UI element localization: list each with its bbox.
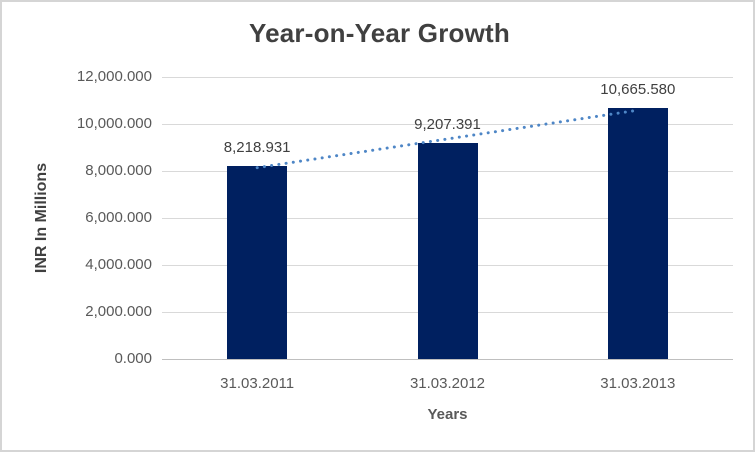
- bar: [417, 142, 478, 359]
- bar: [607, 108, 668, 359]
- y-tick-label: 12,000.000: [76, 68, 152, 85]
- bar: [227, 165, 288, 359]
- y-tick-label: 10,000.000: [76, 115, 152, 132]
- chart-title: Year-on-Year Growth: [249, 18, 510, 48]
- bar-value-label: 10,665.580: [600, 81, 676, 99]
- bar-value-label: 9,207.391: [414, 115, 481, 133]
- y-tick-label: 6,000.000: [85, 209, 152, 226]
- x-tick-label: 31.03.2012: [409, 375, 486, 392]
- trendline-path: [255, 108, 640, 170]
- y-tick-label: 8,000.000: [85, 162, 152, 179]
- x-axis-title: Years: [427, 406, 468, 423]
- gridline: [162, 76, 733, 78]
- x-tick-label: 31.03.2011: [220, 375, 295, 392]
- gridline: [162, 123, 733, 125]
- y-tick-label: 4,000.000: [85, 256, 152, 273]
- y-tick-label: 0.000: [114, 350, 152, 367]
- bar-value-label: 8,218.931: [223, 138, 291, 156]
- x-axis-line: [162, 358, 733, 360]
- x-tick-label: 31.03.2013: [600, 375, 676, 392]
- trendline: [255, 108, 640, 170]
- y-tick-label: 2,000.000: [85, 303, 152, 320]
